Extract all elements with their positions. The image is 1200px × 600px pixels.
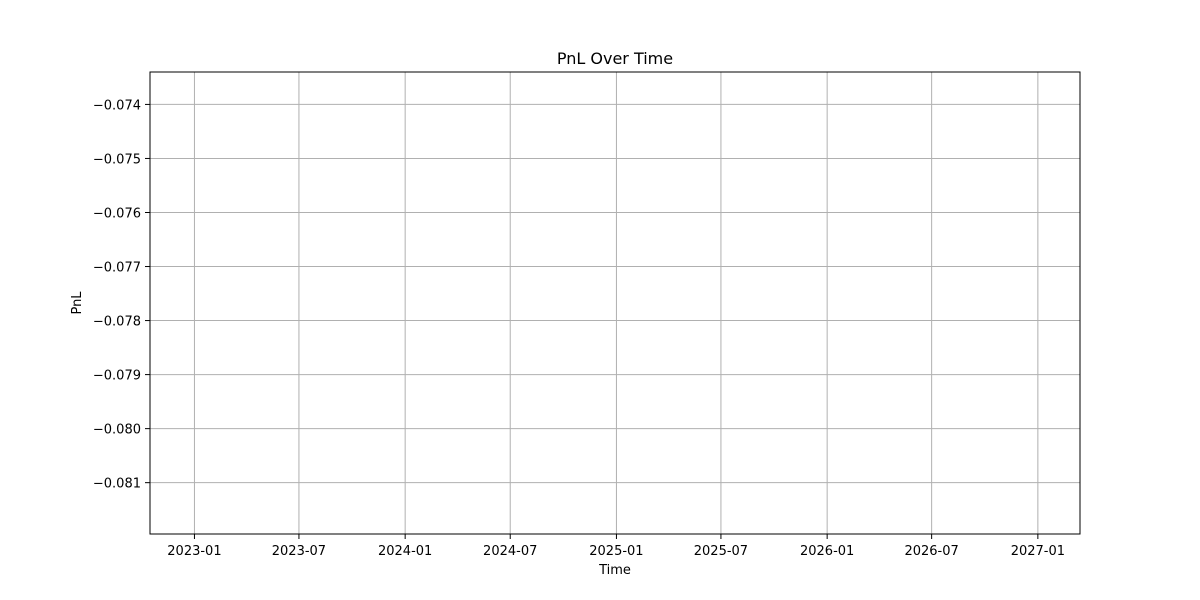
x-axis-title: Time bbox=[598, 563, 631, 578]
x-axis: 2023-01 2023-07 2024-01 2024-07 2025-01 2025-… bbox=[167, 534, 1065, 559]
x-tick-label: 2023-01 bbox=[167, 544, 221, 559]
y-tick-label: −0.074 bbox=[93, 98, 141, 113]
plot-frame bbox=[149, 71, 1081, 535]
x-tick-label: 2024-01 bbox=[378, 544, 432, 559]
y-tick-label: −0.076 bbox=[93, 206, 141, 221]
y-tick-label: −0.079 bbox=[93, 369, 141, 384]
y-axis-title: PnL bbox=[70, 291, 85, 315]
x-tick-label: 2026-01 bbox=[800, 544, 854, 559]
y-tick-label: −0.080 bbox=[93, 423, 141, 438]
y-tick-label: −0.077 bbox=[93, 261, 141, 276]
y-tick-label: −0.075 bbox=[93, 152, 141, 167]
x-tick-label: 2023-07 bbox=[272, 544, 326, 559]
x-tick-label: 2025-07 bbox=[694, 544, 748, 559]
x-tick-label: 2027-01 bbox=[1011, 544, 1065, 559]
x-tick-label: 2024-07 bbox=[483, 544, 537, 559]
y-tick-label: −0.078 bbox=[93, 315, 141, 330]
y-axis: −0.074 −0.075 −0.076 −0.077 −0.078 −0.079 −0.0… bbox=[93, 98, 150, 492]
chart-title: PnL Over Time bbox=[557, 49, 673, 68]
x-tick-label: 2026-07 bbox=[904, 544, 958, 559]
y-tick-label: −0.081 bbox=[93, 477, 141, 492]
grid-lines bbox=[150, 72, 1080, 534]
x-tick-label: 2025-01 bbox=[589, 544, 643, 559]
